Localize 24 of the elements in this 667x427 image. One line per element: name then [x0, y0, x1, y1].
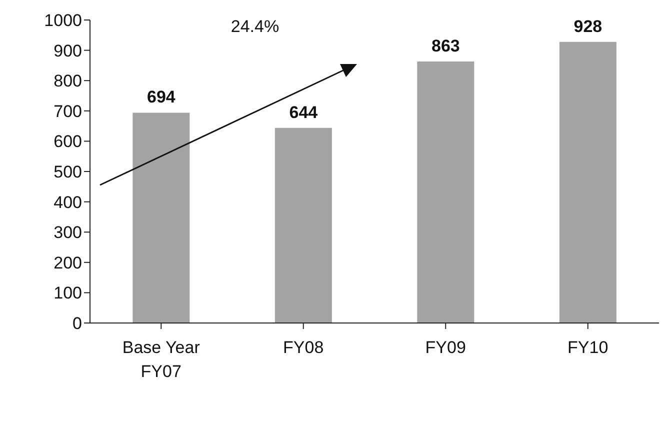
- bar: [274, 128, 332, 323]
- y-tick-label: 900: [54, 41, 82, 60]
- y-tick-label: 800: [54, 72, 82, 91]
- bar: [417, 62, 474, 323]
- x-tick-label: FY10: [568, 338, 608, 357]
- bar: [559, 42, 616, 323]
- y-tick-label: 500: [54, 162, 82, 182]
- y-tick-label: 1000: [44, 11, 82, 30]
- data-label: 863: [431, 36, 460, 56]
- x-tick-label: Base Year FY07: [122, 338, 200, 381]
- annotation: 24.4%: [230, 17, 280, 36]
- x-tick-label: FY08: [283, 338, 324, 357]
- bar: [132, 112, 190, 323]
- y-tick-label: 200: [54, 253, 82, 272]
- y-tick-label: 600: [54, 132, 82, 152]
- y-tick-label: 700: [54, 102, 82, 121]
- data-label: 644: [289, 102, 318, 122]
- data-label: 928: [574, 16, 602, 36]
- x-tick-label: FY09: [425, 338, 466, 357]
- y-tick-label: 400: [54, 192, 82, 212]
- data-label: 694: [146, 88, 176, 107]
- y-tick-label: 100: [54, 284, 82, 303]
- y-tick-label: 300: [54, 223, 82, 242]
- y-tick-label: 0: [72, 314, 82, 334]
